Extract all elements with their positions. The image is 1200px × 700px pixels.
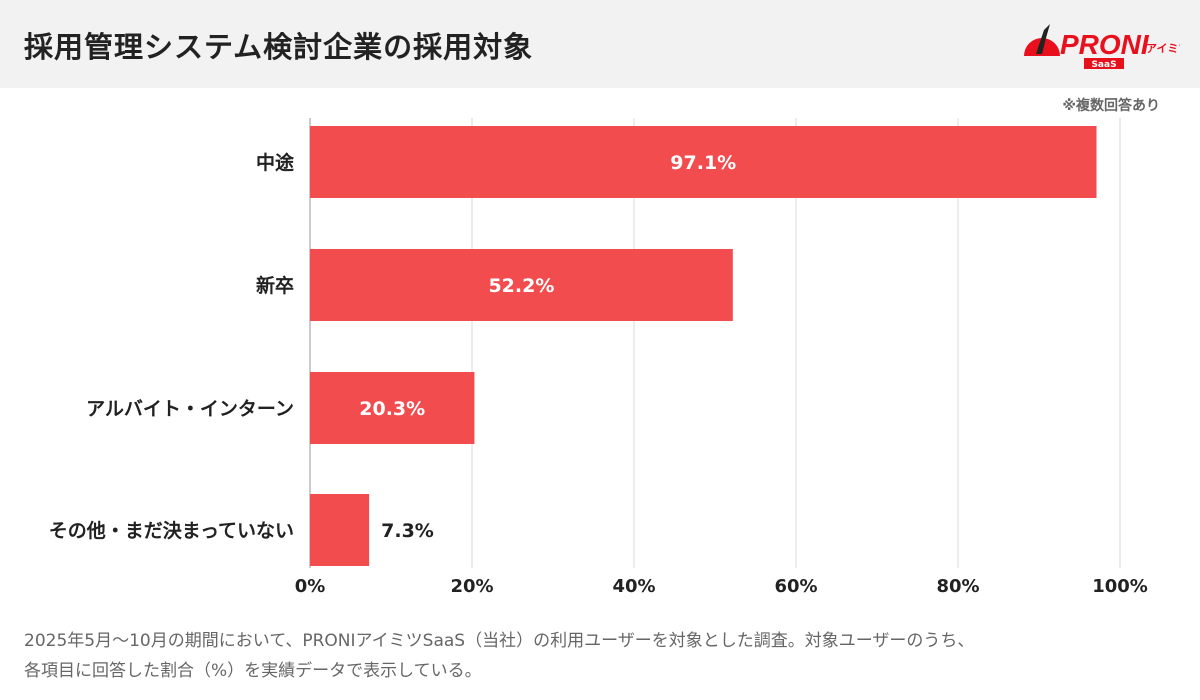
x-tick-label: 40% bbox=[612, 576, 655, 597]
page-title: 採用管理システム検討企業の採用対象 bbox=[24, 30, 534, 64]
header: 採用管理システム検討企業の採用対象 PRONI アイミツ SaaS bbox=[0, 0, 1200, 88]
data-label: 7.3% bbox=[381, 520, 434, 542]
category-label: 中途 bbox=[256, 151, 295, 174]
x-tick-label: 100% bbox=[1092, 576, 1148, 597]
proni-logo: PRONI アイミツ SaaS bbox=[1024, 24, 1180, 70]
bar bbox=[310, 126, 1097, 198]
x-tick-label: 0% bbox=[295, 576, 326, 597]
data-label: 52.2% bbox=[488, 275, 554, 297]
data-label: 20.3% bbox=[359, 398, 425, 420]
multiple-answer-note: ※複数回答あり bbox=[1062, 98, 1160, 114]
category-label: 新卒 bbox=[256, 274, 294, 297]
svg-text:PRONI: PRONI bbox=[1060, 29, 1150, 60]
data-label: 97.1% bbox=[670, 152, 736, 174]
bar bbox=[310, 249, 733, 321]
bar bbox=[310, 372, 475, 444]
footer-note: 2025年5月〜10月の期間において、PRONIアイミツSaaS（当社）の利用ユ… bbox=[24, 626, 1194, 686]
x-tick-label: 20% bbox=[450, 576, 493, 597]
footer-line-2: 各項目に回答した割合（%）を実績データで表示している。 bbox=[24, 661, 482, 681]
x-tick-label: 80% bbox=[936, 576, 979, 597]
category-label: アルバイト・インターン bbox=[86, 398, 294, 420]
category-label: その他・まだ決まっていない bbox=[49, 519, 294, 542]
svg-text:アイミツ: アイミツ bbox=[1146, 42, 1180, 55]
x-tick-label: 60% bbox=[774, 576, 817, 597]
footer-line-1: 2025年5月〜10月の期間において、PRONIアイミツSaaS（当社）の利用ユ… bbox=[24, 631, 975, 651]
bar-chart: 0% 20% 40% 60% 80% 100% 中途 97.1% 新卒 52.2% アルバイト・イン… bbox=[49, 118, 1148, 597]
svg-text:SaaS: SaaS bbox=[1091, 60, 1116, 70]
bar bbox=[310, 494, 370, 566]
